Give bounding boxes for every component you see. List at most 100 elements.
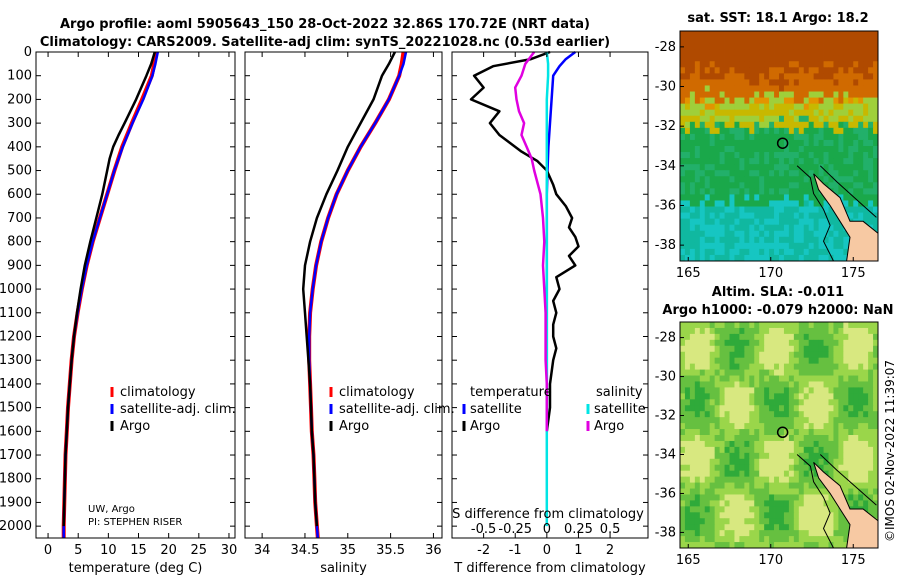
map-cell <box>749 506 755 513</box>
map-cell <box>699 333 706 341</box>
map-cell <box>719 393 725 400</box>
map-cell <box>749 393 755 400</box>
map-cell <box>788 506 795 513</box>
map-cell <box>868 327 874 335</box>
map-cell <box>793 512 800 519</box>
map-cell <box>843 411 849 418</box>
map-cell <box>848 164 854 171</box>
map-cell <box>684 435 691 442</box>
map-cell <box>788 194 795 201</box>
map-cell <box>689 109 696 117</box>
map-cell <box>689 182 696 189</box>
map-cell <box>803 458 810 466</box>
map-cell <box>739 248 745 256</box>
map-cell <box>699 440 706 448</box>
map-cell <box>818 49 824 56</box>
map-cell <box>833 470 839 478</box>
map-cell <box>798 133 805 141</box>
map-cell <box>808 55 815 62</box>
map-cell <box>764 230 770 238</box>
map-cell <box>843 446 849 454</box>
map-cell <box>759 139 765 147</box>
map-cell <box>704 393 711 400</box>
map-cell <box>759 85 765 92</box>
map-cell <box>813 170 819 177</box>
map-cell <box>838 103 844 111</box>
map-cell <box>843 31 849 38</box>
map-cell <box>833 524 839 531</box>
map-cell <box>788 322 795 329</box>
map-cell <box>868 375 874 382</box>
map-cell <box>868 176 874 183</box>
map-cell <box>714 345 720 353</box>
map-cell <box>808 218 815 226</box>
map-cell <box>813 429 819 436</box>
map-cell <box>783 405 790 412</box>
map-cell <box>828 230 834 238</box>
map-cell <box>694 115 701 123</box>
map-cell <box>729 254 735 262</box>
map-cell <box>714 500 720 507</box>
map-cell <box>788 37 795 44</box>
map-cell <box>823 393 829 400</box>
map-cell <box>729 357 735 365</box>
map-cell <box>873 133 879 141</box>
map-cell <box>759 43 765 50</box>
map-cell <box>833 73 839 80</box>
map-cell <box>719 224 725 232</box>
map-cell <box>759 248 765 256</box>
map-cell <box>759 530 765 537</box>
map-cell <box>749 242 755 250</box>
map-cell <box>813 103 819 111</box>
map-cell <box>684 488 691 495</box>
map-cell <box>774 440 780 448</box>
map-cell <box>833 146 839 153</box>
map-cell <box>699 97 706 105</box>
map-cell <box>754 363 760 370</box>
map-cell <box>729 67 735 74</box>
map-cell <box>769 176 775 183</box>
map-cell <box>823 363 829 370</box>
map-cell <box>724 212 730 220</box>
map-cell <box>689 542 696 549</box>
map-cell <box>823 381 829 388</box>
map-cell <box>709 242 716 250</box>
map-cell <box>833 127 839 135</box>
map-cell <box>704 458 711 466</box>
map-cell <box>754 139 760 147</box>
map-cell <box>793 399 800 406</box>
map-cell <box>754 146 760 153</box>
map-cell <box>808 254 815 262</box>
map-cell <box>699 121 706 129</box>
map-cell <box>823 423 829 430</box>
map-cell <box>853 152 859 159</box>
map-cell <box>724 200 730 207</box>
map-y-tick-label: -38 <box>655 238 676 253</box>
map-cell <box>709 345 716 353</box>
map-cell <box>803 109 810 117</box>
map-cell <box>873 61 879 68</box>
map-cell <box>739 218 745 226</box>
depth-axis: 0100200300400500600700800900100011001200… <box>0 45 32 534</box>
map-cell <box>744 327 750 335</box>
map-cell <box>798 333 805 341</box>
map-cell <box>769 339 775 347</box>
map-cell <box>848 43 854 50</box>
map-cell <box>828 399 834 406</box>
map-cell <box>764 254 770 262</box>
map-cell <box>863 194 869 201</box>
map-cell <box>858 91 864 98</box>
map-cell <box>764 85 770 92</box>
map-cell <box>729 109 735 117</box>
map-cell <box>754 115 760 123</box>
map-cell <box>853 97 859 105</box>
map-cell <box>813 530 819 537</box>
map-cell <box>680 393 686 400</box>
map-cell <box>694 339 701 347</box>
map-cell <box>699 254 706 262</box>
map-cell <box>873 206 879 213</box>
map-cell <box>734 351 740 359</box>
map-cell <box>783 458 790 466</box>
map-cell <box>769 127 775 135</box>
map-cell <box>759 212 765 220</box>
